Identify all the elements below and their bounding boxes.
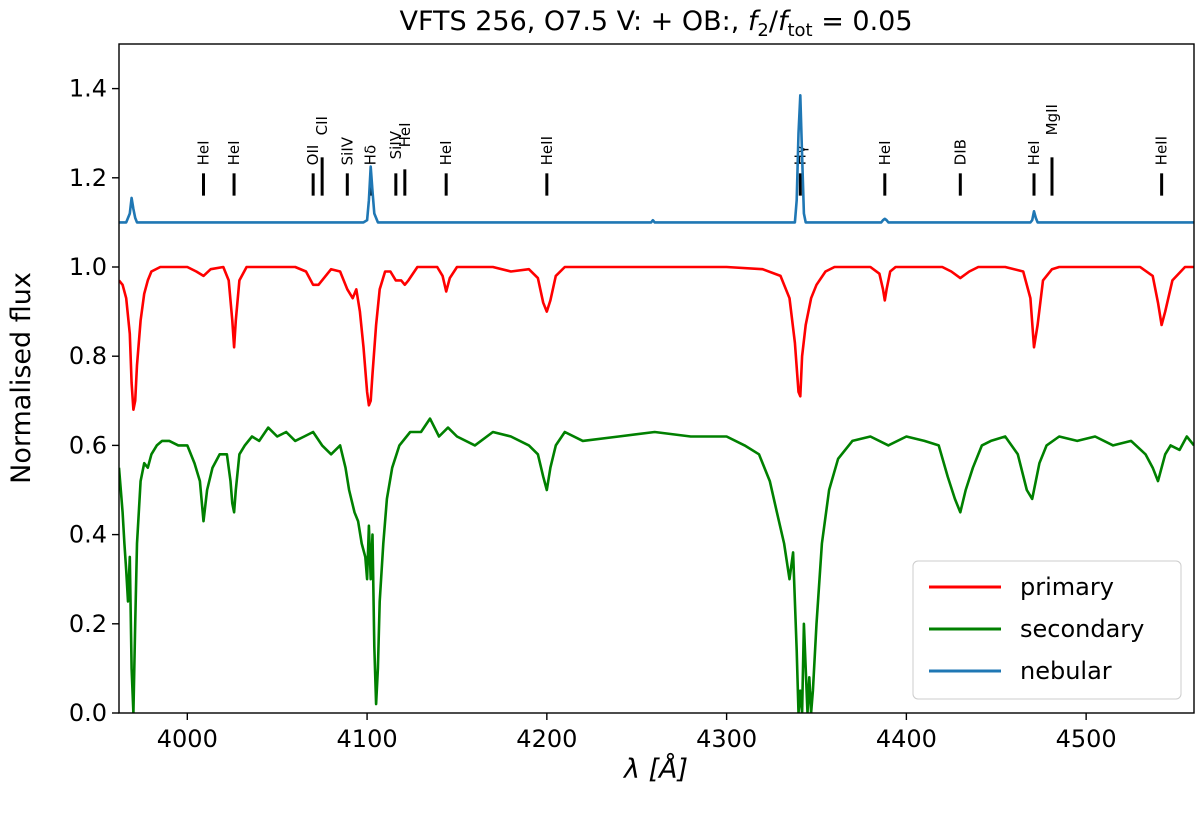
line-marker-label-h-10: Hγ bbox=[791, 145, 809, 165]
legend-label-nebular: nebular bbox=[1020, 657, 1112, 685]
chart-title: VFTS 256, O7.5 V: + OB:, f2/ftot = 0.05 bbox=[399, 6, 912, 41]
series-line-secondary bbox=[119, 417, 1194, 713]
legend-label-secondary: secondary bbox=[1020, 615, 1144, 643]
line-marker-label-h-5: Hδ bbox=[362, 145, 380, 165]
line-marker-label-heii-9: HeII bbox=[538, 136, 556, 165]
legend-box bbox=[912, 560, 1182, 700]
line-marker-label-hei-0: HeI bbox=[194, 140, 212, 165]
y-tick-label-4: 0.8 bbox=[69, 342, 107, 370]
line-marker-label-hei-13: HeI bbox=[1025, 140, 1043, 165]
x-axis-label: λ [Å] bbox=[622, 753, 688, 785]
line-marker-label-dib-12: DIB bbox=[951, 139, 969, 165]
x-tick-label-4500: 4500 bbox=[1056, 725, 1117, 753]
y-axis-label: Normalised flux bbox=[6, 272, 37, 484]
x-tick-label-4400: 4400 bbox=[876, 725, 937, 753]
y-tick-label-0: 0.0 bbox=[69, 699, 107, 727]
line-marker-label-oii-2: OII bbox=[304, 145, 322, 166]
line-marker-label-mgii-14: MgII bbox=[1043, 104, 1061, 135]
legend-label-primary: primary bbox=[1020, 573, 1114, 601]
line-marker-label-siiv-6: SiIV bbox=[387, 130, 405, 159]
y-tick-label-6: 1.2 bbox=[69, 164, 107, 192]
line-marker-label-hei-8: HeI bbox=[437, 140, 455, 165]
series-line-nebular bbox=[119, 94, 1194, 224]
x-tick-label-4000: 4000 bbox=[157, 725, 218, 753]
line-marker-label-hei-1: HeI bbox=[225, 140, 243, 165]
plot-frame bbox=[118, 43, 1195, 714]
y-tick-label-1: 0.2 bbox=[69, 610, 107, 638]
line-marker-label-hei-7: HeI bbox=[396, 122, 414, 147]
series-line-primary bbox=[119, 265, 1194, 411]
line-marker-label-siiv-4: SiIV bbox=[338, 136, 356, 165]
legend: primary secondary nebular bbox=[912, 560, 1182, 700]
y-tick-label-2: 0.4 bbox=[69, 521, 107, 549]
y-tick-label-3: 0.6 bbox=[69, 431, 107, 459]
line-marker-label-heii-15: HeII bbox=[1153, 136, 1171, 165]
x-tick-label-4300: 4300 bbox=[696, 725, 757, 753]
series-lines bbox=[119, 94, 1194, 713]
line-marker-label-cii-3: CII bbox=[313, 116, 331, 135]
y-tick-label-7: 1.4 bbox=[69, 75, 107, 103]
y-tick-label-5: 1.0 bbox=[69, 253, 107, 281]
x-tick-label-4100: 4100 bbox=[337, 725, 398, 753]
axis-ticks: 4000 4100 4200 4300 4400 4500 0.0 0.2 0.4 0.6 0.8 1… bbox=[69, 75, 1117, 753]
line-marker-label-hei-11: HeI bbox=[876, 140, 894, 165]
x-tick-label-4200: 4200 bbox=[516, 725, 577, 753]
